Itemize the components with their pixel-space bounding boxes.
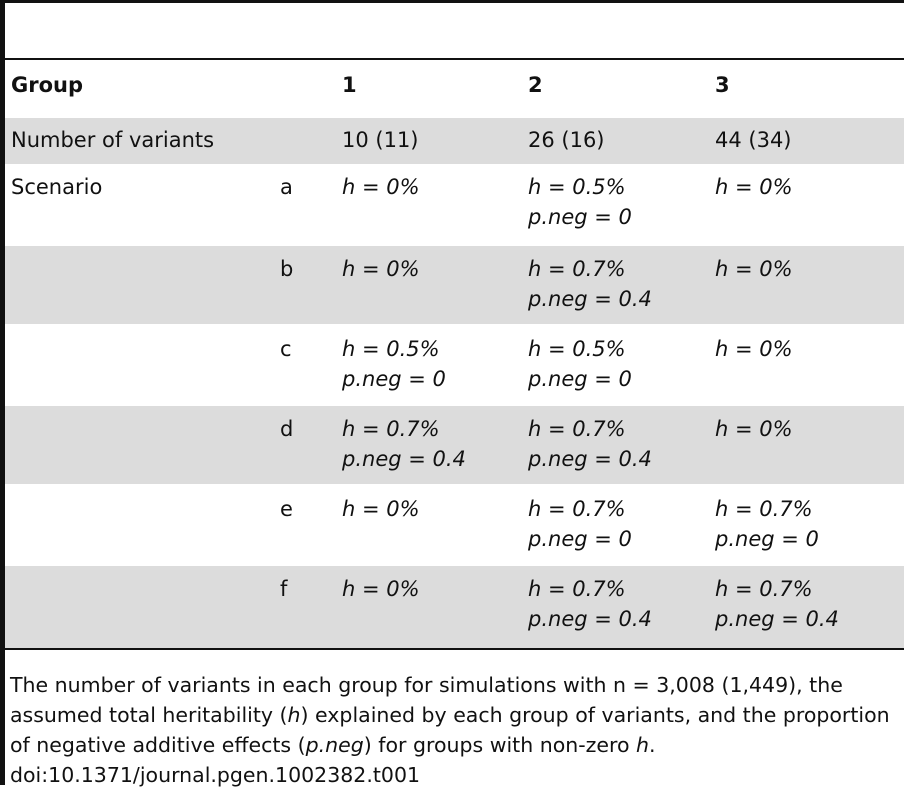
table-bottom-rule [0, 648, 904, 650]
param-value: p.neg = 0.4 [528, 287, 652, 311]
footnote-part: ) explained by each group of variants, a… [10, 703, 890, 757]
scenario-id: a [280, 175, 293, 199]
param-value: h = 0% [715, 257, 793, 281]
variants-label: Number of variants [11, 128, 215, 152]
scenario-d-group-1: h = 0.7% p.neg = 0.4 [342, 414, 466, 474]
variants-group-3: 44 (34) [715, 128, 792, 152]
scenario-id: d [280, 417, 294, 441]
header-col-3: 3 [715, 73, 730, 97]
scenario-e-group-2: h = 0.7% p.neg = 0 [528, 494, 632, 554]
footnote-pneg-symbol: p.neg [305, 733, 364, 757]
param-value: h = 0.5% [342, 337, 440, 361]
scenario-b-group-1: h = 0% [342, 254, 420, 284]
param-value: h = 0% [715, 417, 793, 441]
scenario-a-group-1: h = 0% [342, 172, 420, 202]
param-value: p.neg = 0 [528, 367, 632, 391]
param-value: h = 0% [715, 175, 793, 199]
footnote-part: The number of variants in each group for… [10, 673, 843, 727]
scenario-row-c: c h = 0.5% p.neg = 0 h = 0.5% p.neg = 0 … [5, 326, 904, 404]
param-value: h = 0% [342, 497, 420, 521]
scenario-id: b [280, 257, 294, 281]
param-value: h = 0% [715, 337, 793, 361]
header-col-2: 2 [528, 73, 543, 97]
scenario-id: f [280, 577, 288, 601]
table-footnote: The number of variants in each group for… [10, 670, 900, 790]
param-value: h = 0% [342, 577, 420, 601]
param-value: p.neg = 0.4 [715, 607, 839, 631]
param-value: h = 0.7% [528, 497, 626, 521]
scenario-d-group-3: h = 0% [715, 414, 793, 444]
scenario-row-e: e h = 0% h = 0.7% p.neg = 0 h = 0.7% p.n… [5, 486, 904, 564]
footnote-h-symbol: h [287, 703, 301, 727]
scenario-c-group-3: h = 0% [715, 334, 793, 364]
param-value: h = 0% [342, 257, 420, 281]
scenario-c-group-2: h = 0.5% p.neg = 0 [528, 334, 632, 394]
scenario-id: e [280, 497, 293, 521]
scenario-row-d: d h = 0.7% p.neg = 0.4 h = 0.7% p.neg = … [5, 406, 904, 484]
param-value: p.neg = 0 [528, 205, 632, 229]
param-value: h = 0.7% [528, 577, 626, 601]
param-value: h = 0.7% [342, 417, 440, 441]
header-row: Group 1 2 3 [5, 68, 904, 114]
scenario-b-group-2: h = 0.7% p.neg = 0.4 [528, 254, 652, 314]
param-value: p.neg = 0.4 [528, 447, 652, 471]
param-value: h = 0.5% [528, 175, 626, 199]
header-group-label: Group [11, 73, 84, 97]
param-value: p.neg = 0.4 [528, 607, 652, 631]
scenario-c-group-1: h = 0.5% p.neg = 0 [342, 334, 446, 394]
table-header-rule [0, 58, 904, 60]
param-value: p.neg = 0 [528, 527, 632, 551]
variants-group-2: 26 (16) [528, 128, 605, 152]
param-value: p.neg = 0.4 [342, 447, 466, 471]
scenario-e-group-1: h = 0% [342, 494, 420, 524]
param-value: h = 0.7% [528, 417, 626, 441]
param-value: h = 0.7% [715, 497, 813, 521]
param-value: h = 0% [342, 175, 420, 199]
scenario-f-group-2: h = 0.7% p.neg = 0.4 [528, 574, 652, 634]
variants-row: Number of variants 10 (11) 26 (16) 44 (3… [5, 118, 904, 164]
scenario-row-f: f h = 0% h = 0.7% p.neg = 0.4 h = 0.7% p… [5, 566, 904, 648]
scenario-id: c [280, 337, 292, 361]
param-value: h = 0.5% [528, 337, 626, 361]
footnote-part: ) for groups with non-zero [363, 733, 637, 757]
param-value: p.neg = 0 [715, 527, 819, 551]
table-top-rule [0, 0, 904, 3]
scenario-a-group-3: h = 0% [715, 172, 793, 202]
scenario-row-a: Scenario a h = 0% h = 0.5% p.neg = 0 h =… [5, 164, 904, 244]
scenario-f-group-3: h = 0.7% p.neg = 0.4 [715, 574, 839, 634]
footnote-text: The number of variants in each group for… [10, 670, 900, 760]
scenario-b-group-3: h = 0% [715, 254, 793, 284]
scenario-a-group-2: h = 0.5% p.neg = 0 [528, 172, 632, 232]
scenario-d-group-2: h = 0.7% p.neg = 0.4 [528, 414, 652, 474]
header-col-1: 1 [342, 73, 357, 97]
scenario-label: Scenario [11, 175, 103, 199]
footnote-doi[interactable]: doi:10.1371/journal.pgen.1002382.t001 [10, 763, 421, 787]
param-value: p.neg = 0 [342, 367, 446, 391]
param-value: h = 0.7% [528, 257, 626, 281]
scenario-row-b: b h = 0% h = 0.7% p.neg = 0.4 h = 0% [5, 246, 904, 324]
scenario-f-group-1: h = 0% [342, 574, 420, 604]
scenario-e-group-3: h = 0.7% p.neg = 0 [715, 494, 819, 554]
param-value: h = 0.7% [715, 577, 813, 601]
left-border [0, 0, 5, 785]
footnote-h-symbol: h [636, 733, 650, 757]
footnote-part: . [649, 733, 656, 757]
variants-group-1: 10 (11) [342, 128, 419, 152]
